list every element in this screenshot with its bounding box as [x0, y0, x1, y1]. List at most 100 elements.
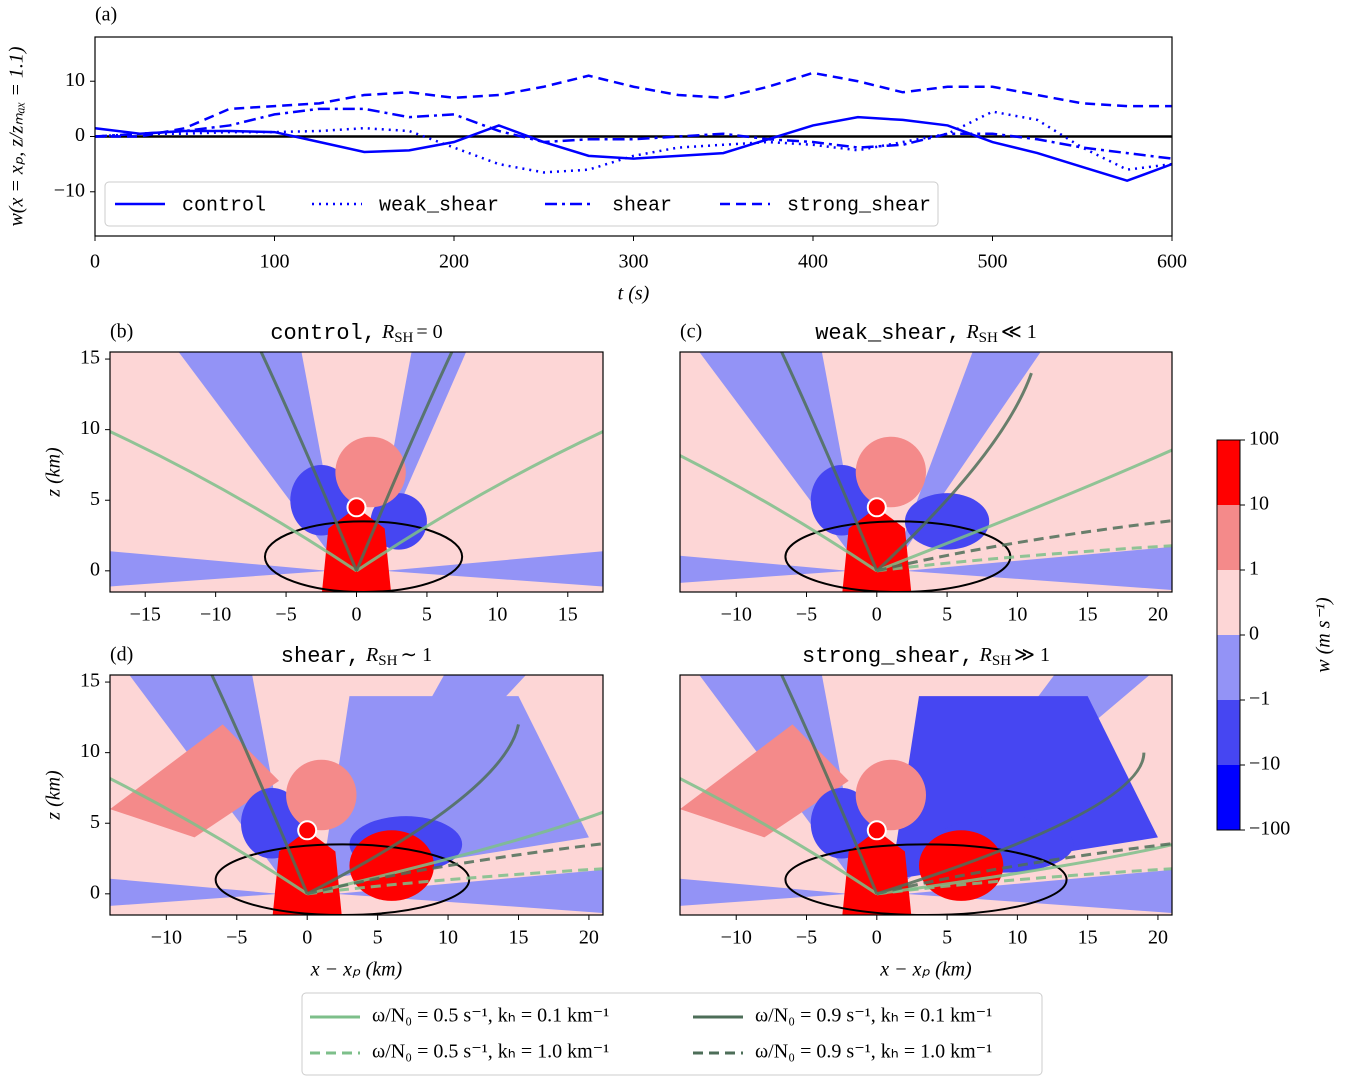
title-relation: = 0: [416, 321, 442, 343]
x-tick-label: 0: [90, 251, 100, 273]
colorbar-segment: [1217, 570, 1240, 635]
ray-path: [307, 867, 603, 896]
ray-path: [680, 776, 878, 896]
x-tick-label: 0: [872, 927, 882, 949]
panel-title: control, RSH = 0: [270, 321, 442, 347]
x-tick-label: 20: [1148, 927, 1168, 949]
title-relation: ∼ 1: [400, 644, 432, 666]
x-tick-label: 600: [1157, 251, 1187, 273]
source-marker: [866, 820, 887, 841]
y-tick-label: −10: [54, 179, 85, 201]
contour-region: [110, 878, 280, 906]
x-tick-label: −10: [721, 927, 752, 949]
colorbar-tick-label: −100: [1249, 818, 1290, 840]
title-relation: ≫ 1: [1014, 644, 1050, 666]
ray-path: [780, 352, 879, 572]
ray-path: [306, 842, 603, 896]
contour-region: [110, 724, 280, 838]
legend-label: weak_shear: [379, 194, 499, 217]
legend-label: ω/N₀ = 0.9 s⁻¹, kₕ = 0.1 km⁻¹: [755, 1005, 992, 1027]
contour-region: [110, 551, 329, 587]
x-tick-label: 0: [352, 604, 362, 626]
y-tick-label: 5: [90, 488, 100, 510]
contour-field: [110, 352, 603, 592]
title-symbol: R: [979, 644, 992, 666]
contour-region: [855, 436, 926, 508]
contour-region: [240, 787, 303, 859]
y-tick-label: 10: [80, 417, 100, 439]
contour-region: [904, 546, 1172, 590]
legend-label: ω/N₀ = 0.5 s⁻¹, kₕ = 1.0 km⁻¹: [372, 1041, 609, 1063]
title-name: strong_shear,: [802, 644, 974, 669]
axes-frame: [94, 36, 1173, 237]
x-tick-label: −5: [226, 927, 247, 949]
contour-region: [810, 464, 873, 536]
x-tick-label: 5: [422, 604, 432, 626]
contour-field: [110, 675, 603, 915]
x-tick-label: 20: [1148, 604, 1168, 626]
y-tick-label: 0: [90, 881, 100, 903]
series-line: [94, 110, 1173, 174]
contour-region: [178, 352, 343, 571]
x-tick-label: −5: [275, 604, 296, 626]
contour-region: [680, 724, 849, 838]
legend-label: control: [182, 194, 266, 217]
ray-path: [210, 675, 309, 895]
title-subscript: SH: [979, 330, 998, 346]
panel-label: (b): [110, 321, 133, 343]
ray-path: [306, 724, 520, 896]
title-symbol: R: [965, 321, 978, 343]
colorbar-tick-label: 10: [1249, 493, 1269, 515]
title-name: weak_shear,: [815, 321, 960, 346]
legend-label: strong_shear: [787, 194, 931, 217]
axes-frame: [109, 674, 604, 916]
y-axis-label: z (km): [43, 447, 65, 498]
ray-path: [259, 352, 358, 572]
x-tick-label: −5: [796, 604, 817, 626]
contour-field: [680, 675, 1172, 915]
colorbar-tick-label: −1: [1249, 688, 1270, 710]
contour-region: [335, 869, 603, 913]
legend-label: shear: [612, 194, 672, 217]
y-tick-label: 10: [65, 69, 85, 91]
x-axis-label: t (s): [618, 283, 650, 305]
ray-path: [355, 429, 603, 573]
ray-path: [876, 544, 1172, 573]
x-tick-label: 20: [579, 927, 599, 949]
x-tick-label: −10: [151, 927, 182, 949]
colorbar-segment: [1217, 505, 1240, 570]
ray-path: [876, 843, 1172, 896]
ray-path: [110, 776, 309, 896]
ray-path: [355, 352, 454, 572]
contour-region: [810, 787, 873, 859]
y-axis-label: w(x = xₚ, z/zₘₐₓ = 1.1): [6, 46, 28, 226]
x-tick-label: 500: [978, 251, 1008, 273]
contour-region: [384, 551, 603, 587]
contour-region: [680, 555, 849, 583]
axes-frame: [679, 674, 1173, 916]
x-tick-label: 10: [438, 927, 458, 949]
title-name: control,: [270, 321, 376, 346]
x-tick-label: 15: [558, 604, 578, 626]
contour-region: [680, 878, 849, 906]
ray-path: [876, 867, 1172, 896]
x-tick-label: 10: [1007, 604, 1027, 626]
source-marker: [297, 820, 318, 841]
colorbar-segment: [1217, 635, 1240, 700]
panel-title: shear, RSH ∼ 1: [281, 644, 432, 670]
x-tick-label: 400: [798, 251, 828, 273]
ray-path: [876, 752, 1146, 896]
x-tick-label: 0: [302, 927, 312, 949]
panel-label: (d): [110, 644, 133, 666]
ray-path: [876, 842, 1172, 896]
title-symbol: R: [365, 644, 378, 666]
x-tick-label: 300: [619, 251, 649, 273]
x-tick-label: 200: [439, 251, 469, 273]
x-tick-label: −10: [721, 604, 752, 626]
ray-path: [680, 453, 878, 573]
title-name: shear,: [281, 644, 360, 669]
colorbar-tick-label: 100: [1249, 428, 1279, 450]
contour-region: [855, 759, 926, 831]
x-tick-label: 10: [1007, 927, 1027, 949]
